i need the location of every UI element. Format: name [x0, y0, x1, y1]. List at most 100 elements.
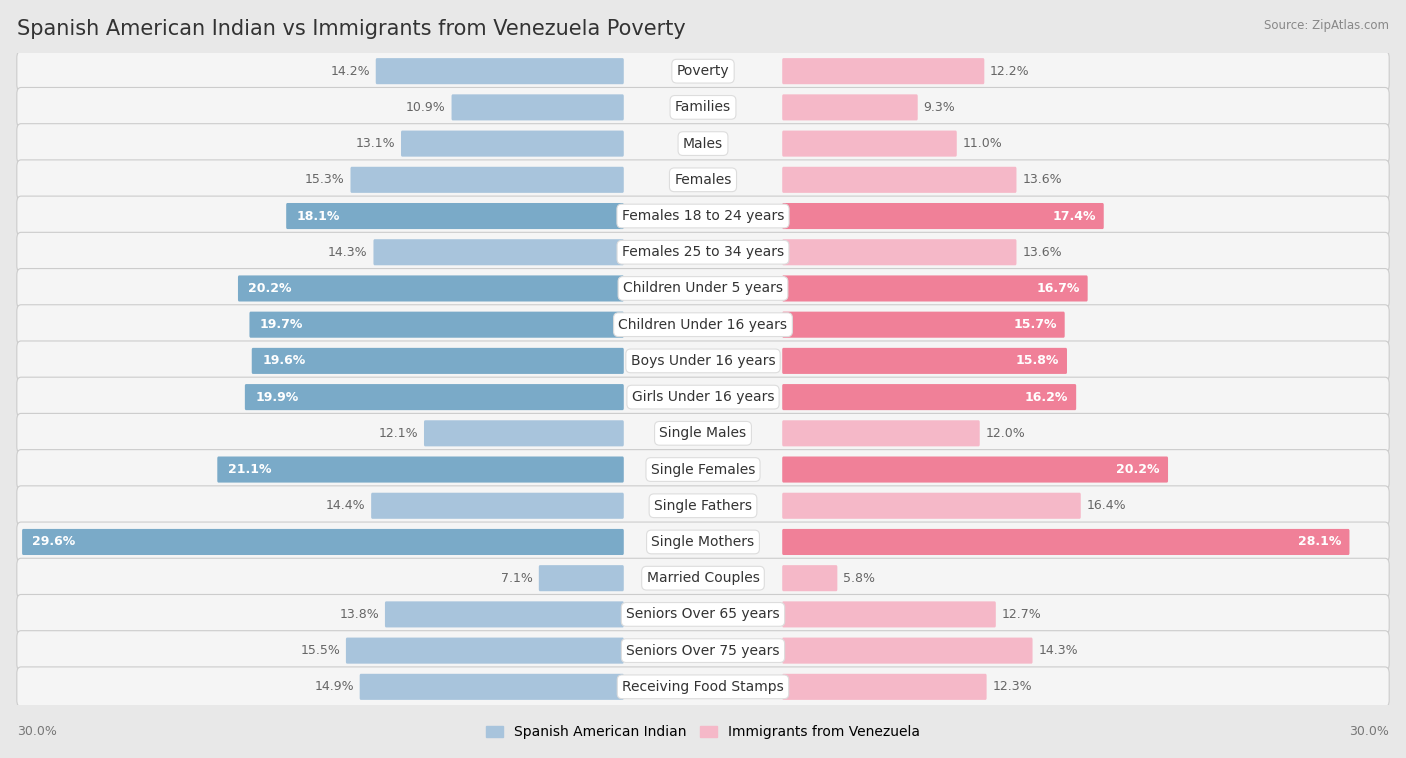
Text: 28.1%: 28.1% — [1298, 535, 1341, 549]
Text: 16.7%: 16.7% — [1036, 282, 1080, 295]
Text: 14.9%: 14.9% — [315, 681, 354, 694]
Text: 5.8%: 5.8% — [844, 572, 875, 584]
Text: 13.6%: 13.6% — [1022, 174, 1062, 186]
Text: Seniors Over 75 years: Seniors Over 75 years — [626, 644, 780, 658]
Text: Single Males: Single Males — [659, 426, 747, 440]
Text: 19.6%: 19.6% — [262, 355, 305, 368]
FancyBboxPatch shape — [17, 305, 1389, 345]
FancyBboxPatch shape — [538, 565, 624, 591]
Text: 19.7%: 19.7% — [260, 318, 304, 331]
FancyBboxPatch shape — [17, 196, 1389, 236]
Text: 15.5%: 15.5% — [301, 644, 340, 657]
FancyBboxPatch shape — [346, 637, 624, 664]
FancyBboxPatch shape — [17, 486, 1389, 526]
FancyBboxPatch shape — [782, 275, 1088, 302]
Text: 13.6%: 13.6% — [1022, 246, 1062, 258]
Text: 29.6%: 29.6% — [32, 535, 76, 549]
FancyBboxPatch shape — [782, 674, 987, 700]
Text: Females 25 to 34 years: Females 25 to 34 years — [621, 246, 785, 259]
FancyBboxPatch shape — [401, 130, 624, 157]
Text: Males: Males — [683, 136, 723, 151]
Text: Source: ZipAtlas.com: Source: ZipAtlas.com — [1264, 19, 1389, 32]
FancyBboxPatch shape — [17, 124, 1389, 164]
Text: 20.2%: 20.2% — [1116, 463, 1160, 476]
FancyBboxPatch shape — [782, 456, 1168, 483]
Text: 18.1%: 18.1% — [297, 209, 340, 223]
Text: Children Under 5 years: Children Under 5 years — [623, 281, 783, 296]
FancyBboxPatch shape — [249, 312, 624, 338]
FancyBboxPatch shape — [782, 565, 838, 591]
Text: 16.4%: 16.4% — [1087, 500, 1126, 512]
FancyBboxPatch shape — [17, 160, 1389, 199]
Text: Single Fathers: Single Fathers — [654, 499, 752, 512]
Text: 19.9%: 19.9% — [256, 390, 298, 403]
Text: 7.1%: 7.1% — [501, 572, 533, 584]
Text: Single Females: Single Females — [651, 462, 755, 477]
FancyBboxPatch shape — [17, 413, 1389, 453]
Text: Children Under 16 years: Children Under 16 years — [619, 318, 787, 332]
FancyBboxPatch shape — [17, 52, 1389, 91]
FancyBboxPatch shape — [782, 637, 1032, 664]
FancyBboxPatch shape — [17, 87, 1389, 127]
FancyBboxPatch shape — [782, 130, 956, 157]
Text: 15.8%: 15.8% — [1015, 355, 1059, 368]
Text: 13.1%: 13.1% — [356, 137, 395, 150]
FancyBboxPatch shape — [17, 522, 1389, 562]
FancyBboxPatch shape — [17, 232, 1389, 272]
Text: 13.8%: 13.8% — [339, 608, 380, 621]
FancyBboxPatch shape — [375, 58, 624, 84]
FancyBboxPatch shape — [218, 456, 624, 483]
Legend: Spanish American Indian, Immigrants from Venezuela: Spanish American Indian, Immigrants from… — [481, 720, 925, 745]
FancyBboxPatch shape — [782, 529, 1350, 555]
FancyBboxPatch shape — [451, 94, 624, 121]
FancyBboxPatch shape — [782, 348, 1067, 374]
Text: 14.3%: 14.3% — [1038, 644, 1078, 657]
FancyBboxPatch shape — [782, 312, 1064, 338]
FancyBboxPatch shape — [17, 268, 1389, 309]
Text: 14.4%: 14.4% — [326, 500, 366, 512]
FancyBboxPatch shape — [385, 601, 624, 628]
Text: 12.7%: 12.7% — [1001, 608, 1042, 621]
FancyBboxPatch shape — [782, 601, 995, 628]
Text: Boys Under 16 years: Boys Under 16 years — [631, 354, 775, 368]
Text: 14.2%: 14.2% — [330, 64, 370, 77]
FancyBboxPatch shape — [22, 529, 624, 555]
Text: 17.4%: 17.4% — [1052, 209, 1095, 223]
Text: Receiving Food Stamps: Receiving Food Stamps — [621, 680, 785, 694]
FancyBboxPatch shape — [360, 674, 624, 700]
FancyBboxPatch shape — [782, 203, 1104, 229]
Text: 12.3%: 12.3% — [993, 681, 1032, 694]
Text: 12.0%: 12.0% — [986, 427, 1025, 440]
Text: Poverty: Poverty — [676, 64, 730, 78]
FancyBboxPatch shape — [374, 240, 624, 265]
Text: 15.3%: 15.3% — [305, 174, 344, 186]
FancyBboxPatch shape — [252, 348, 624, 374]
Text: 30.0%: 30.0% — [1350, 725, 1389, 738]
Text: Married Couples: Married Couples — [647, 572, 759, 585]
Text: 12.1%: 12.1% — [378, 427, 418, 440]
FancyBboxPatch shape — [782, 94, 918, 121]
FancyBboxPatch shape — [245, 384, 624, 410]
Text: Families: Families — [675, 100, 731, 114]
Text: 16.2%: 16.2% — [1025, 390, 1069, 403]
Text: Seniors Over 65 years: Seniors Over 65 years — [626, 607, 780, 622]
FancyBboxPatch shape — [782, 240, 1017, 265]
Text: 9.3%: 9.3% — [924, 101, 955, 114]
Text: Females: Females — [675, 173, 731, 186]
FancyBboxPatch shape — [425, 420, 624, 446]
Text: 11.0%: 11.0% — [963, 137, 1002, 150]
Text: 12.2%: 12.2% — [990, 64, 1029, 77]
FancyBboxPatch shape — [17, 341, 1389, 381]
FancyBboxPatch shape — [17, 667, 1389, 706]
FancyBboxPatch shape — [287, 203, 624, 229]
FancyBboxPatch shape — [782, 58, 984, 84]
Text: 21.1%: 21.1% — [228, 463, 271, 476]
FancyBboxPatch shape — [371, 493, 624, 518]
FancyBboxPatch shape — [782, 493, 1081, 518]
FancyBboxPatch shape — [17, 631, 1389, 671]
Text: 10.9%: 10.9% — [406, 101, 446, 114]
FancyBboxPatch shape — [782, 420, 980, 446]
FancyBboxPatch shape — [782, 384, 1076, 410]
Text: 14.3%: 14.3% — [328, 246, 368, 258]
FancyBboxPatch shape — [350, 167, 624, 193]
